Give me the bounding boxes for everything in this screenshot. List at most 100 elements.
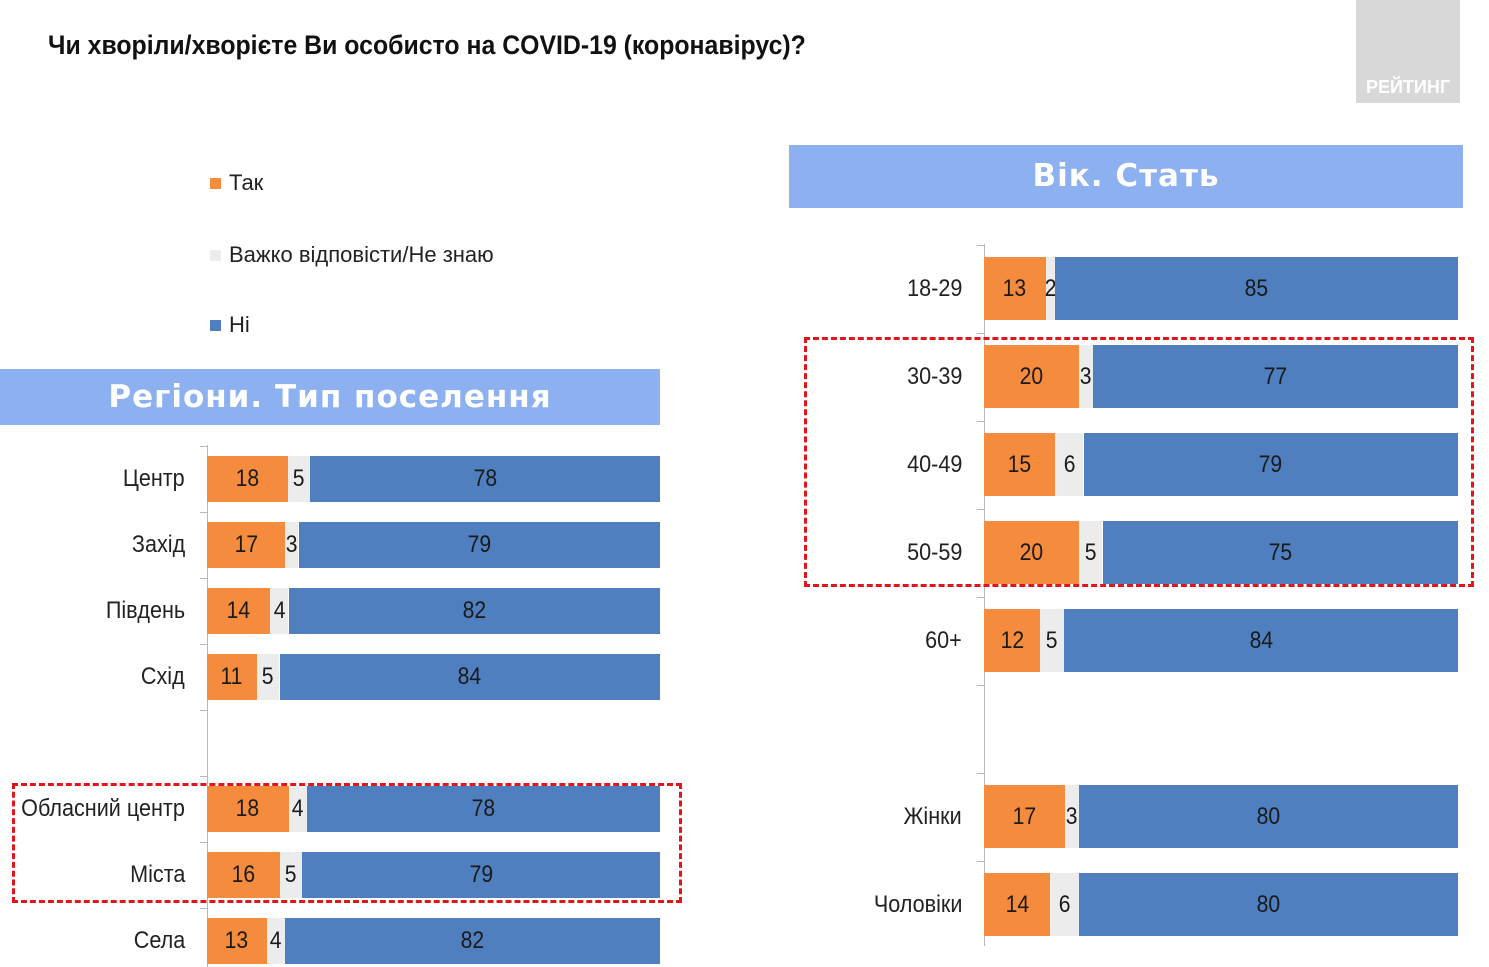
age-gender-data-label: 12 bbox=[1000, 626, 1024, 654]
age-gender-bar-row: Жінки 17 3 80 bbox=[904, 785, 1458, 848]
regions-bar-dont-know: 5 bbox=[256, 654, 280, 700]
regions-category-label: Захід bbox=[131, 531, 185, 558]
age-gender-highlight-box bbox=[804, 337, 1474, 587]
regions-data-label: 79 bbox=[469, 861, 493, 888]
regions-data-label: 3 bbox=[285, 531, 298, 558]
regions-bar-row: Південь 14 4 82 bbox=[106, 588, 660, 634]
regions-axis-tick bbox=[200, 512, 207, 513]
age-gender-data-label: 79 bbox=[1258, 450, 1283, 478]
age-gender-bar-yes: 20 bbox=[984, 521, 1079, 584]
regions-data-label: 4 bbox=[269, 927, 282, 954]
regions-bar-row: Села 13 4 82 bbox=[133, 918, 660, 964]
age-gender-data-label: 85 bbox=[1244, 274, 1269, 302]
age-gender-data-label: 6 bbox=[1058, 890, 1071, 918]
age-gender-bar-dont-know: 6 bbox=[1050, 873, 1079, 936]
age-gender-bar-row: 18-29 13 2 85 bbox=[907, 257, 1458, 320]
legend-item-yes: Так bbox=[210, 170, 263, 196]
regions-data-label: 17 bbox=[234, 531, 258, 558]
regions-bar-yes: 17 bbox=[207, 522, 285, 568]
age-gender-category-label: 60+ bbox=[925, 626, 962, 654]
legend-item-dont-know: Важко відповісти/Не знаю bbox=[210, 242, 494, 268]
age-gender-bar-no: 80 bbox=[1078, 873, 1458, 936]
regions-data-label: 14 bbox=[226, 597, 251, 624]
age-gender-bar-dont-know: 5 bbox=[1040, 609, 1064, 672]
age-gender-axis-tick bbox=[977, 685, 984, 686]
age-gender-bar-row: 60+ 12 5 84 bbox=[925, 609, 1458, 672]
regions-bar-row: Схід 11 5 84 bbox=[141, 654, 660, 700]
legend-swatch-yes bbox=[210, 178, 221, 189]
age-gender-data-label: 77 bbox=[1263, 362, 1288, 390]
age-gender-bar-dont-know: 3 bbox=[1078, 345, 1093, 408]
age-gender-bar-row: 50-59 20 5 75 bbox=[907, 521, 1458, 584]
regions-category-label: Села bbox=[133, 927, 185, 954]
regions-data-label: 4 bbox=[291, 795, 304, 822]
age-gender-bar-row: Чоловіки 14 6 80 bbox=[873, 873, 1458, 936]
age-gender-bar-no: 80 bbox=[1078, 785, 1458, 848]
regions-bar-no: 82 bbox=[288, 588, 660, 634]
age-gender-data-label: 3 bbox=[1080, 362, 1092, 390]
regions-category-label: Міста bbox=[129, 861, 185, 888]
regions-bar-row: Центр 18 5 78 bbox=[123, 456, 660, 502]
regions-data-label: 82 bbox=[462, 597, 486, 624]
age-gender-bar-no: 85 bbox=[1055, 257, 1458, 320]
regions-category-label: Центр bbox=[123, 465, 185, 492]
regions-data-label: 5 bbox=[293, 465, 305, 492]
regions-data-label: 11 bbox=[220, 663, 243, 690]
age-gender-axis-tick bbox=[977, 333, 984, 334]
age-gender-bar-row bbox=[984, 697, 1458, 760]
regions-axis-tick bbox=[200, 578, 207, 579]
legend-label-yes: Так bbox=[229, 170, 264, 195]
regions-bar-no: 79 bbox=[298, 522, 660, 568]
age-gender-data-label: 20 bbox=[1019, 538, 1044, 566]
regions-highlight-box bbox=[12, 783, 682, 903]
age-gender-data-label: 6 bbox=[1063, 450, 1076, 478]
age-gender-axis-tick bbox=[977, 245, 984, 246]
regions-bar-dont-know: 5 bbox=[279, 852, 303, 898]
regions-axis-tick bbox=[200, 842, 207, 843]
regions-data-label: 16 bbox=[231, 861, 255, 888]
regions-bar-row: Захід 17 3 79 bbox=[132, 522, 660, 568]
regions-bar-yes: 18 bbox=[207, 786, 289, 832]
regions-bar-dont-know: 5 bbox=[287, 456, 311, 502]
age-gender-data-label: 15 bbox=[1007, 450, 1032, 478]
age-gender-bar-yes: 13 bbox=[984, 257, 1046, 320]
age-gender-data-label: 80 bbox=[1256, 890, 1281, 918]
regions-data-label: 5 bbox=[284, 861, 297, 888]
regions-data-label: 84 bbox=[457, 663, 482, 690]
age-gender-bar-yes: 17 bbox=[984, 785, 1065, 848]
regions-section-banner: Регіони. Тип поселення bbox=[0, 369, 660, 425]
regions-bar-dont-know: 4 bbox=[270, 588, 289, 634]
age-gender-data-label: 2 bbox=[1044, 274, 1057, 302]
age-gender-data-label: 17 bbox=[1012, 802, 1037, 830]
legend-label-no: Ні bbox=[229, 312, 250, 337]
age-gender-section-banner: Вік. Стать bbox=[789, 145, 1463, 208]
legend-label-dont-know: Важко відповісти/Не знаю bbox=[229, 242, 494, 267]
regions-axis-tick bbox=[200, 776, 207, 777]
regions-bar-yes: 11 bbox=[207, 654, 257, 700]
regions-axis-tick bbox=[200, 644, 207, 645]
age-gender-data-label: 5 bbox=[1084, 538, 1097, 566]
regions-axis-tick bbox=[200, 908, 207, 909]
regions-axis-tick bbox=[200, 710, 207, 711]
age-gender-axis-tick bbox=[977, 597, 984, 598]
logo-text: РЕЙТИНГ bbox=[1365, 77, 1451, 97]
age-gender-bar-no: 84 bbox=[1063, 609, 1458, 672]
age-gender-bar-no: 79 bbox=[1083, 433, 1458, 496]
age-gender-category-label: 30-39 bbox=[906, 362, 962, 390]
regions-bar-row: Міста 16 5 79 bbox=[130, 852, 660, 898]
age-gender-data-label: 80 bbox=[1256, 802, 1281, 830]
regions-category-axis bbox=[207, 445, 208, 967]
age-gender-data-label: 20 bbox=[1019, 362, 1044, 390]
age-gender-bar-yes: 20 bbox=[984, 345, 1079, 408]
age-gender-bar-dont-know: 5 bbox=[1078, 521, 1103, 584]
age-gender-data-label: 14 bbox=[1005, 890, 1029, 918]
regions-category-label: Схід bbox=[141, 663, 185, 690]
regions-category-label: Південь bbox=[105, 597, 185, 624]
regions-data-label: 13 bbox=[224, 927, 249, 954]
regions-bar-yes: 14 bbox=[207, 588, 271, 634]
legend-item-no: Ні bbox=[210, 312, 250, 338]
regions-bar-no: 78 bbox=[310, 456, 660, 502]
legend-swatch-dont-know bbox=[210, 250, 221, 261]
regions-data-label: 78 bbox=[471, 795, 496, 822]
